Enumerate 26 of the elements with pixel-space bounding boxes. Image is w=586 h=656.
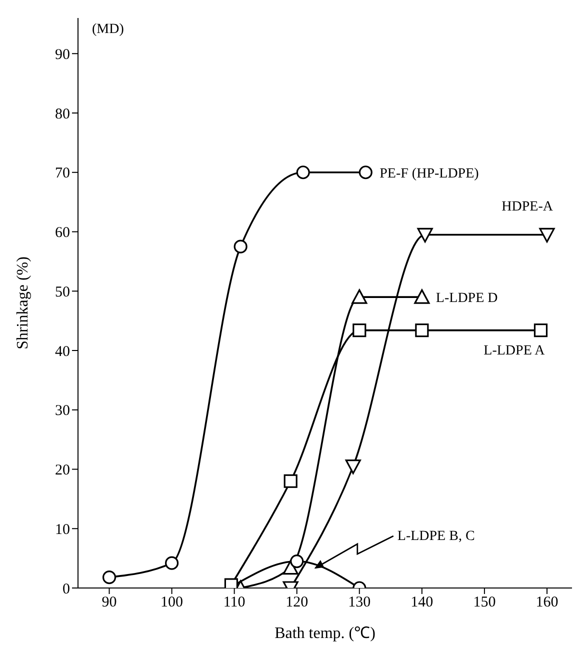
y-tick-label: 40	[55, 344, 70, 360]
x-tick-label: 110	[223, 594, 246, 611]
x-tick-label: 90	[102, 594, 117, 611]
x-tick-label: 150	[473, 594, 496, 611]
series-label: L-LDPE A	[484, 343, 546, 358]
annotation: (MD)	[92, 22, 124, 38]
y-tick-label: 50	[55, 284, 70, 300]
y-tick-label: 30	[55, 403, 70, 420]
x-tick-label: 130	[348, 594, 371, 611]
text: L-LDPE B, C	[397, 529, 475, 544]
x-tick-label: 160	[536, 594, 558, 611]
x-tick-label: 100	[160, 594, 184, 611]
y-tick-label: 90	[55, 46, 70, 63]
y-tick-label: 20	[55, 462, 70, 479]
y-tick-label: 10	[55, 522, 70, 538]
x-axis-title: Bath temp. (℃)	[274, 625, 376, 642]
y-tick-label: 80	[55, 106, 70, 122]
series-label: L-LDPE D	[436, 291, 498, 306]
y-tick-label: 0	[62, 581, 70, 598]
series-label: PE-F (HP-LDPE)	[380, 166, 480, 182]
y-axis-title: Shrinkage (%)	[14, 256, 32, 350]
series-label: HDPE-A	[502, 200, 554, 215]
x-tick-label: 120	[286, 594, 308, 611]
y-tick-label: 60	[55, 225, 70, 242]
x-tick-label: 140	[410, 594, 434, 611]
y-tick-label: 70	[55, 166, 70, 182]
